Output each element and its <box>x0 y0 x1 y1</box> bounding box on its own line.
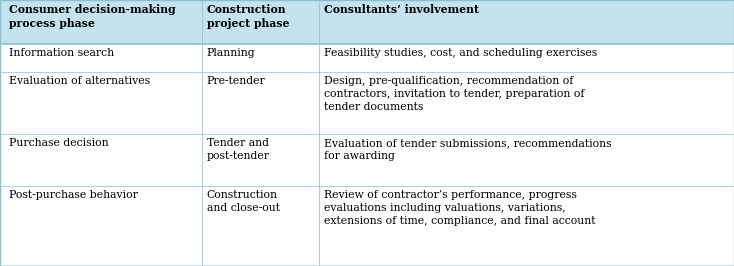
Text: Review of contractor’s performance, progress
evaluations including valuations, v: Review of contractor’s performance, prog… <box>324 190 596 226</box>
Text: Tender and
post-tender: Tender and post-tender <box>207 138 270 161</box>
Bar <box>0 186 734 264</box>
Text: Pre-tender: Pre-tender <box>207 76 266 86</box>
Text: Evaluation of alternatives: Evaluation of alternatives <box>9 76 150 86</box>
Text: Planning: Planning <box>207 48 255 58</box>
Bar <box>0 134 734 186</box>
Text: Consultants’ involvement: Consultants’ involvement <box>324 4 479 15</box>
Bar <box>0 72 734 134</box>
Text: Purchase decision: Purchase decision <box>9 138 109 148</box>
Text: Information search: Information search <box>9 48 114 58</box>
Text: Design, pre-qualification, recommendation of
contractors, invitation to tender, : Design, pre-qualification, recommendatio… <box>324 76 585 112</box>
Text: Construction
and close-out: Construction and close-out <box>207 190 280 213</box>
Text: Post-purchase behavior: Post-purchase behavior <box>9 190 137 200</box>
Text: Feasibility studies, cost, and scheduling exercises: Feasibility studies, cost, and schedulin… <box>324 48 597 58</box>
Text: Evaluation of tender submissions, recommendations
for awarding: Evaluation of tender submissions, recomm… <box>324 138 612 161</box>
Text: Construction
project phase: Construction project phase <box>207 4 289 29</box>
Text: Consumer decision-making
process phase: Consumer decision-making process phase <box>9 4 175 29</box>
Bar <box>0 0 734 44</box>
Bar <box>0 44 734 72</box>
